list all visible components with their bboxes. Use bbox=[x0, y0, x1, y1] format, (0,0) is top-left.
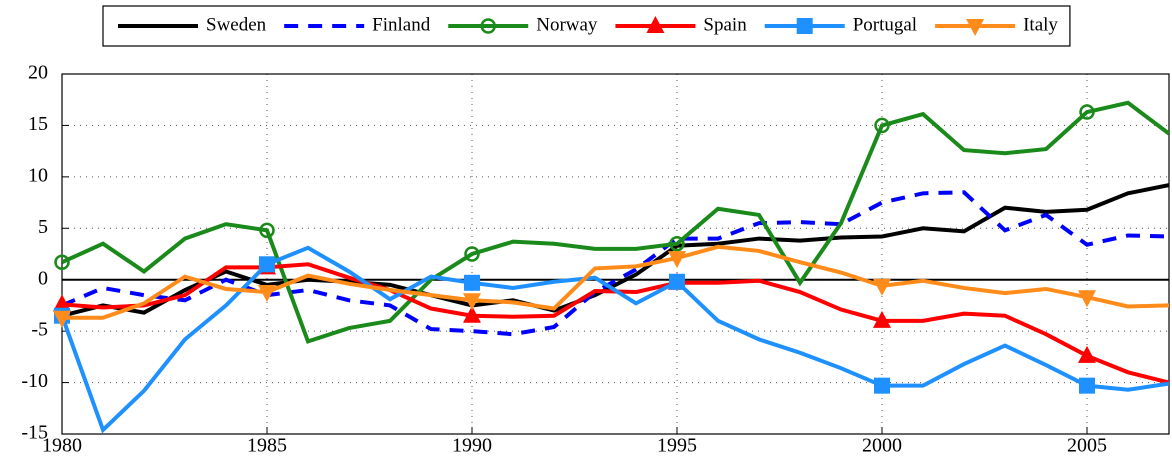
y-tick-label: 15 bbox=[28, 113, 48, 135]
legend-label: Spain bbox=[703, 14, 747, 35]
legend: Sweden Finland Norway Spain Portugal Italy bbox=[102, 5, 1071, 47]
marker bbox=[463, 293, 481, 311]
marker bbox=[669, 235, 685, 252]
y-tick-label: -15 bbox=[21, 422, 48, 444]
x-tick-label: 1990 bbox=[452, 435, 492, 457]
marker bbox=[646, 16, 665, 33]
marker bbox=[1078, 290, 1096, 308]
x-tick-label: 1985 bbox=[247, 435, 287, 457]
legend-box bbox=[102, 5, 1071, 47]
marker bbox=[873, 278, 891, 296]
marker bbox=[464, 274, 480, 291]
series-line bbox=[62, 183, 1169, 318]
marker bbox=[966, 19, 985, 36]
marker bbox=[874, 377, 890, 394]
legend-label: Norway bbox=[536, 14, 598, 35]
legend-label: Finland bbox=[372, 14, 431, 35]
y-tick-label: -5 bbox=[31, 319, 48, 341]
marker bbox=[54, 254, 70, 270]
marker bbox=[796, 18, 813, 34]
series-line bbox=[62, 190, 1169, 337]
series-line bbox=[62, 100, 1169, 344]
x-tick-label: 1980 bbox=[42, 435, 82, 457]
legend-label: Sweden bbox=[206, 14, 267, 35]
x-tick-label: 1995 bbox=[657, 435, 697, 457]
marker bbox=[873, 310, 891, 328]
marker bbox=[668, 251, 686, 269]
y-tick-label: -10 bbox=[21, 370, 48, 392]
x-tick-label: 2005 bbox=[1067, 435, 1107, 457]
y-tick-label: 0 bbox=[38, 267, 48, 289]
y-tick-label: 20 bbox=[28, 62, 48, 84]
marker bbox=[53, 310, 71, 328]
x-tick-label: 2000 bbox=[862, 435, 902, 457]
series-line bbox=[62, 244, 1169, 320]
legend-label: Italy bbox=[1023, 14, 1058, 35]
marker bbox=[258, 285, 276, 303]
marker bbox=[464, 246, 480, 262]
marker bbox=[1079, 104, 1095, 120]
marker bbox=[669, 273, 685, 290]
y-tick-label: 10 bbox=[28, 164, 48, 186]
legend-label: Portugal bbox=[853, 14, 917, 35]
marker bbox=[1079, 377, 1095, 394]
marker bbox=[480, 18, 496, 34]
marker bbox=[259, 256, 275, 273]
marker bbox=[1078, 345, 1096, 363]
marker bbox=[259, 222, 275, 239]
marker bbox=[53, 294, 71, 312]
y-tick-label: 5 bbox=[38, 216, 48, 238]
marker bbox=[463, 305, 481, 323]
series-line bbox=[62, 245, 1169, 434]
marker bbox=[874, 117, 890, 134]
plot-frame bbox=[61, 73, 1170, 435]
